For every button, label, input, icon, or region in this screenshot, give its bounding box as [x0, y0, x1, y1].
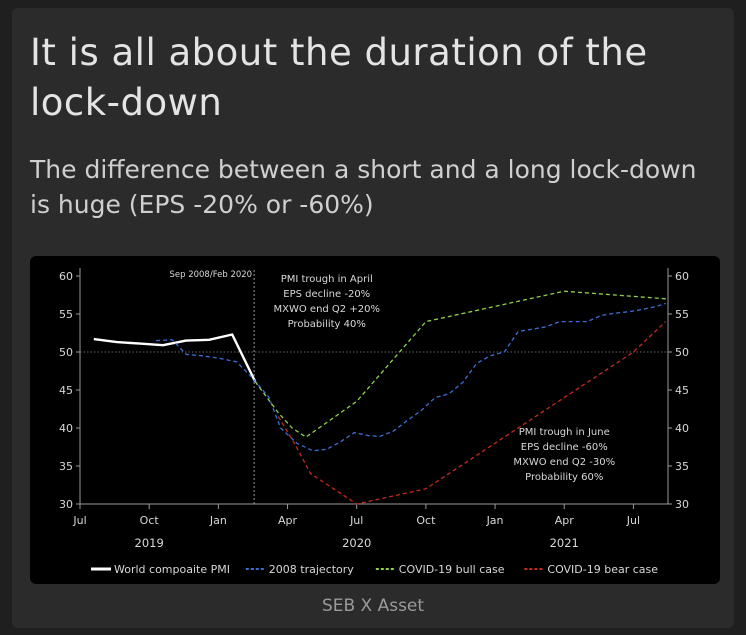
x-tick-label: Oct: [416, 514, 436, 527]
series-line-covid-19-bear-case: [277, 321, 667, 505]
y-tick-label-left: 55: [59, 308, 73, 321]
y-tick-label-left: 50: [59, 346, 73, 359]
y-tick-label-right: 60: [675, 270, 689, 283]
y-tick-label-right: 30: [675, 498, 689, 511]
annotation-2-line-4: Probability 60%: [525, 472, 603, 483]
legend-label-1: World compoaite PMI: [114, 563, 230, 576]
page-title: It is all about the duration of the lock…: [30, 31, 648, 124]
x-tick-label: Jan: [486, 514, 504, 527]
x-tick-label: Jul: [626, 514, 640, 527]
x-tick-label: Oct: [140, 514, 160, 527]
y-tick-label-left: 35: [59, 460, 73, 473]
annotation-1-line-1: PMI trough in April: [281, 274, 373, 285]
page-subtitle: The difference between a short and a lon…: [30, 155, 697, 219]
chart-legend: World compoaite PMI 2008 trajectory COVID-…: [91, 563, 658, 576]
series-line-world-compoaite-pmi: [93, 333, 257, 383]
event-vline-label: Sep 2008/Feb 2020: [169, 270, 252, 280]
x-year-label: 2019: [135, 536, 164, 550]
x-tick-label: Apr: [555, 514, 575, 527]
y-tick-label-right: 45: [675, 384, 689, 397]
series-line-covid-19-bull-case: [254, 290, 666, 438]
y-tick-label-right: 35: [675, 460, 689, 473]
series-line-2008-trajectory: [156, 302, 666, 452]
y-tick-label-left: 40: [59, 422, 73, 435]
chart-container: Sep 2008/Feb 2020 30 30 35 35 40 40 45 45 50 50 55…: [30, 256, 720, 584]
x-tick-label: Jul: [72, 514, 86, 527]
y-tick-label-left: 30: [59, 498, 73, 511]
chart-reference-lines: Sep 2008/Feb 2020: [80, 270, 668, 504]
chart-annotations: PMI trough in April EPS decline -20% MXWO …: [274, 274, 616, 483]
x-year-label: 2021: [550, 536, 579, 550]
legend-label-2: 2008 trajectory: [269, 563, 355, 576]
chart-axes: 30 30 35 35 40 40 45 45 50 50 55 55 60 60 Jul Oct Jan Apr…: [59, 268, 689, 550]
annotation-1-line-2: EPS decline -20%: [283, 289, 370, 300]
y-tick-label-left: 45: [59, 384, 73, 397]
x-tick-label: Apr: [278, 514, 298, 527]
annotation-1-line-4: Probability 40%: [288, 319, 366, 330]
annotation-2-line-1: PMI trough in June: [519, 427, 610, 438]
source-caption: SEB X Asset: [321, 596, 425, 616]
y-tick-label-left: 60: [59, 270, 73, 283]
legend-label-4: COVID-19 bear case: [547, 563, 658, 576]
y-tick-label-right: 55: [675, 308, 689, 321]
y-tick-label-right: 40: [675, 422, 689, 435]
y-tick-label-right: 50: [675, 346, 689, 359]
annotation-1-line-3: MXWO end Q2 +20%: [274, 304, 380, 315]
chart: Sep 2008/Feb 2020 30 30 35 35 40 40 45 45 50 50 55…: [59, 268, 689, 576]
x-tick-label: Jul: [349, 514, 363, 527]
x-tick-label: Jan: [209, 514, 227, 527]
annotation-2-line-2: EPS decline -60%: [521, 442, 608, 453]
legend-label-3: COVID-19 bull case: [399, 563, 505, 576]
x-year-label: 2020: [342, 536, 371, 550]
chart-series: [93, 290, 667, 505]
annotation-2-line-3: MXWO end Q2 -30%: [513, 457, 615, 468]
